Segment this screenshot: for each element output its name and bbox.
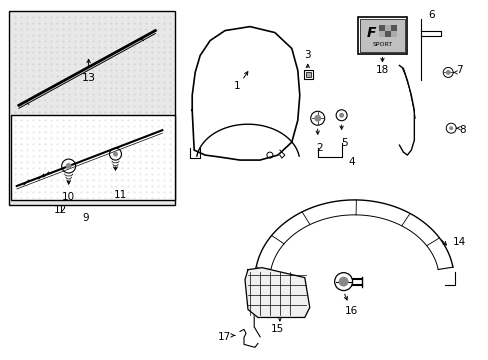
Text: 8: 8 [458,125,465,135]
Text: 6: 6 [427,10,434,20]
Circle shape [314,115,321,122]
FancyBboxPatch shape [357,17,407,54]
Text: 13: 13 [81,73,96,84]
Text: 11: 11 [114,190,127,200]
Circle shape [339,113,344,118]
Text: 3: 3 [304,50,310,60]
Text: 16: 16 [344,306,358,316]
Circle shape [338,276,348,287]
FancyBboxPatch shape [385,24,390,31]
FancyBboxPatch shape [385,31,390,37]
FancyBboxPatch shape [390,31,397,37]
Text: 15: 15 [271,324,284,334]
Text: 18: 18 [375,66,388,76]
FancyBboxPatch shape [305,72,310,77]
Text: 14: 14 [451,237,465,247]
Text: 1: 1 [233,81,240,91]
Text: 5: 5 [341,138,347,148]
Text: 7: 7 [455,66,462,76]
FancyBboxPatch shape [9,11,175,205]
Text: 17: 17 [217,332,230,342]
Polygon shape [244,268,309,318]
FancyBboxPatch shape [379,31,385,37]
FancyBboxPatch shape [11,115,175,200]
FancyBboxPatch shape [379,24,385,31]
Circle shape [448,126,452,130]
Circle shape [65,163,72,169]
Text: SPORT: SPORT [372,42,392,47]
Text: F: F [366,26,375,40]
Circle shape [445,70,450,75]
FancyBboxPatch shape [390,24,397,31]
Text: 12: 12 [54,205,67,215]
FancyBboxPatch shape [303,71,312,80]
Text: 4: 4 [347,157,354,167]
Text: 2: 2 [316,143,323,153]
Circle shape [113,152,118,157]
FancyBboxPatch shape [359,19,405,53]
Text: 10: 10 [62,192,75,202]
Text: 9: 9 [82,213,89,223]
